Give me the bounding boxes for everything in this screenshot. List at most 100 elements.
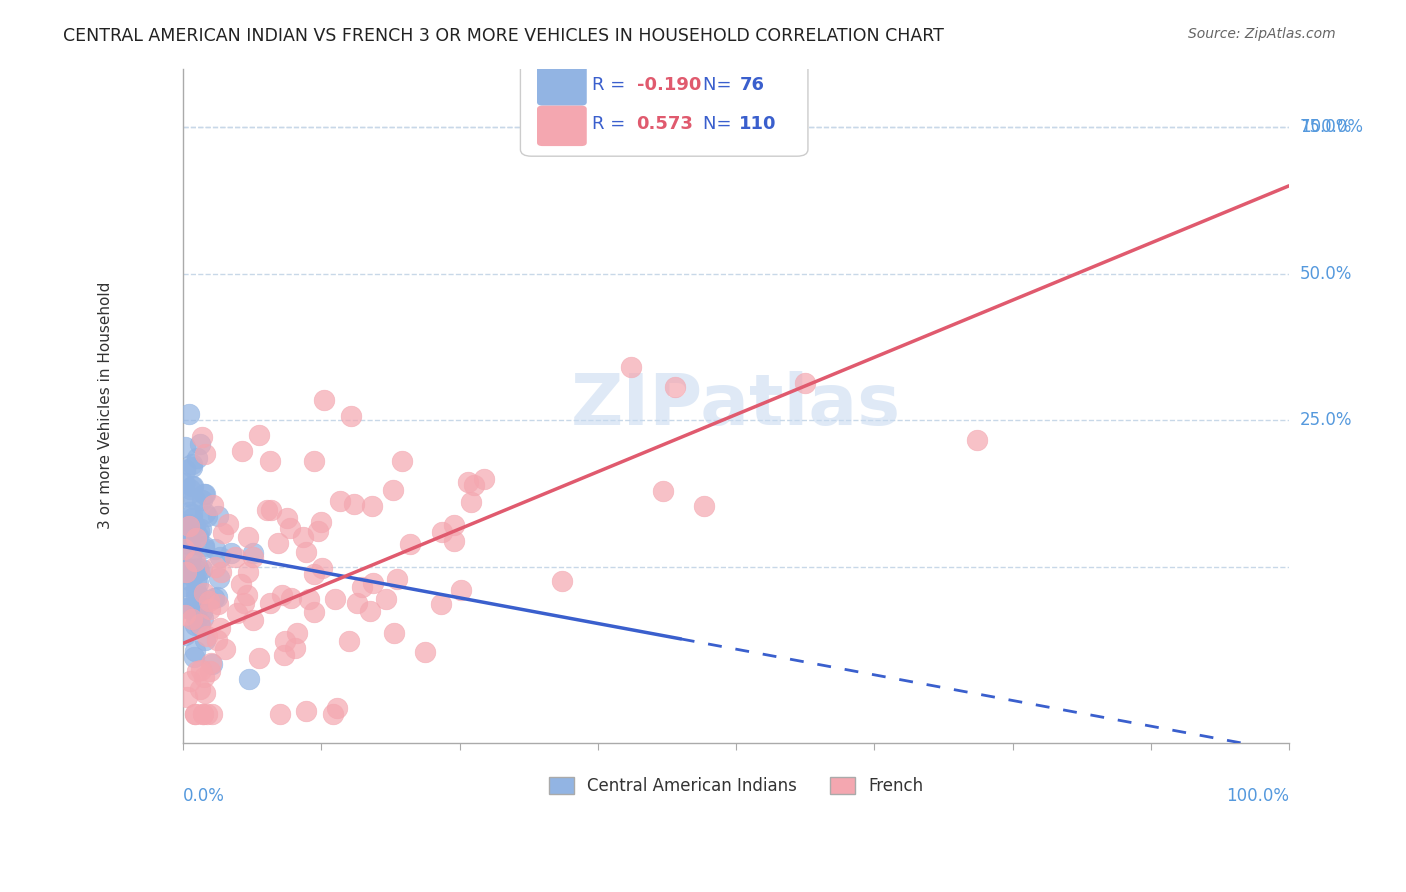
- Point: [190, 663, 212, 677]
- Point: [184, 531, 207, 545]
- Point: [381, 483, 404, 498]
- Point: [188, 591, 211, 605]
- Point: [184, 609, 207, 624]
- Point: [295, 545, 318, 559]
- Point: [186, 575, 208, 590]
- Point: [202, 591, 225, 605]
- Point: [191, 562, 214, 576]
- Point: [180, 457, 202, 471]
- Text: ZIPatlas: ZIPatlas: [571, 371, 901, 441]
- Point: [193, 541, 215, 556]
- Point: [200, 656, 222, 670]
- Point: [194, 632, 217, 647]
- Point: [242, 550, 264, 565]
- Point: [224, 549, 246, 564]
- Text: Source: ZipAtlas.com: Source: ZipAtlas.com: [1188, 27, 1336, 41]
- Point: [259, 596, 281, 610]
- Point: [187, 614, 209, 628]
- Point: [183, 649, 205, 664]
- Point: [298, 592, 321, 607]
- Point: [204, 542, 226, 557]
- Text: CENTRAL AMERICAN INDIAN VS FRENCH 3 OR MORE VEHICLES IN HOUSEHOLD CORRELATION CH: CENTRAL AMERICAN INDIAN VS FRENCH 3 OR M…: [63, 27, 945, 45]
- Point: [176, 573, 198, 587]
- Point: [176, 519, 198, 533]
- Point: [187, 529, 209, 543]
- Point: [179, 504, 201, 518]
- Point: [181, 479, 204, 493]
- Point: [391, 454, 413, 468]
- Point: [179, 566, 201, 581]
- Point: [270, 588, 292, 602]
- Point: [177, 517, 200, 532]
- Point: [181, 612, 204, 626]
- Point: [225, 607, 247, 621]
- Point: [323, 591, 346, 606]
- Point: [309, 516, 332, 530]
- Point: [432, 525, 454, 540]
- Point: [551, 574, 574, 589]
- Text: 0.0%: 0.0%: [183, 787, 225, 805]
- Point: [187, 561, 209, 575]
- Point: [198, 594, 221, 608]
- Point: [193, 487, 215, 501]
- Point: [205, 590, 228, 604]
- Text: R =: R =: [592, 77, 631, 95]
- Point: [256, 502, 278, 516]
- Point: [460, 495, 482, 509]
- Point: [311, 561, 333, 575]
- Point: [179, 407, 201, 421]
- Point: [184, 618, 207, 632]
- Point: [267, 535, 290, 549]
- FancyBboxPatch shape: [520, 55, 808, 156]
- Point: [274, 634, 297, 648]
- Point: [173, 542, 195, 557]
- Point: [194, 447, 217, 461]
- Point: [176, 600, 198, 615]
- Point: [236, 530, 259, 544]
- Point: [273, 648, 295, 663]
- Point: [183, 644, 205, 658]
- Point: [191, 611, 214, 625]
- Point: [181, 479, 204, 493]
- Point: [361, 500, 384, 514]
- Point: [217, 516, 239, 531]
- Text: 110: 110: [740, 115, 778, 133]
- Point: [430, 597, 453, 611]
- Point: [188, 619, 211, 633]
- Point: [361, 576, 384, 591]
- Point: [184, 519, 207, 533]
- Point: [664, 380, 686, 394]
- Text: -0.190: -0.190: [637, 77, 702, 95]
- Point: [209, 565, 232, 579]
- Point: [443, 533, 465, 548]
- Point: [173, 579, 195, 593]
- FancyBboxPatch shape: [537, 105, 586, 146]
- Point: [173, 523, 195, 537]
- Point: [177, 601, 200, 615]
- Point: [385, 572, 408, 586]
- Point: [183, 491, 205, 506]
- Point: [399, 537, 422, 551]
- Text: 3 or more Vehicles in Household: 3 or more Vehicles in Household: [98, 282, 114, 530]
- Point: [247, 651, 270, 665]
- Point: [188, 436, 211, 450]
- Point: [207, 597, 229, 611]
- Point: [337, 634, 360, 648]
- Point: [340, 409, 363, 424]
- Point: [188, 617, 211, 632]
- Point: [219, 546, 242, 560]
- Point: [236, 588, 259, 602]
- Point: [180, 562, 202, 576]
- Point: [232, 596, 254, 610]
- Point: [472, 472, 495, 486]
- Point: [238, 672, 260, 686]
- Point: [312, 393, 335, 408]
- Point: [269, 706, 291, 721]
- Point: [375, 591, 398, 606]
- Point: [184, 706, 207, 721]
- Point: [176, 489, 198, 503]
- Point: [693, 500, 716, 514]
- FancyBboxPatch shape: [537, 65, 586, 105]
- Point: [177, 526, 200, 541]
- Point: [173, 607, 195, 622]
